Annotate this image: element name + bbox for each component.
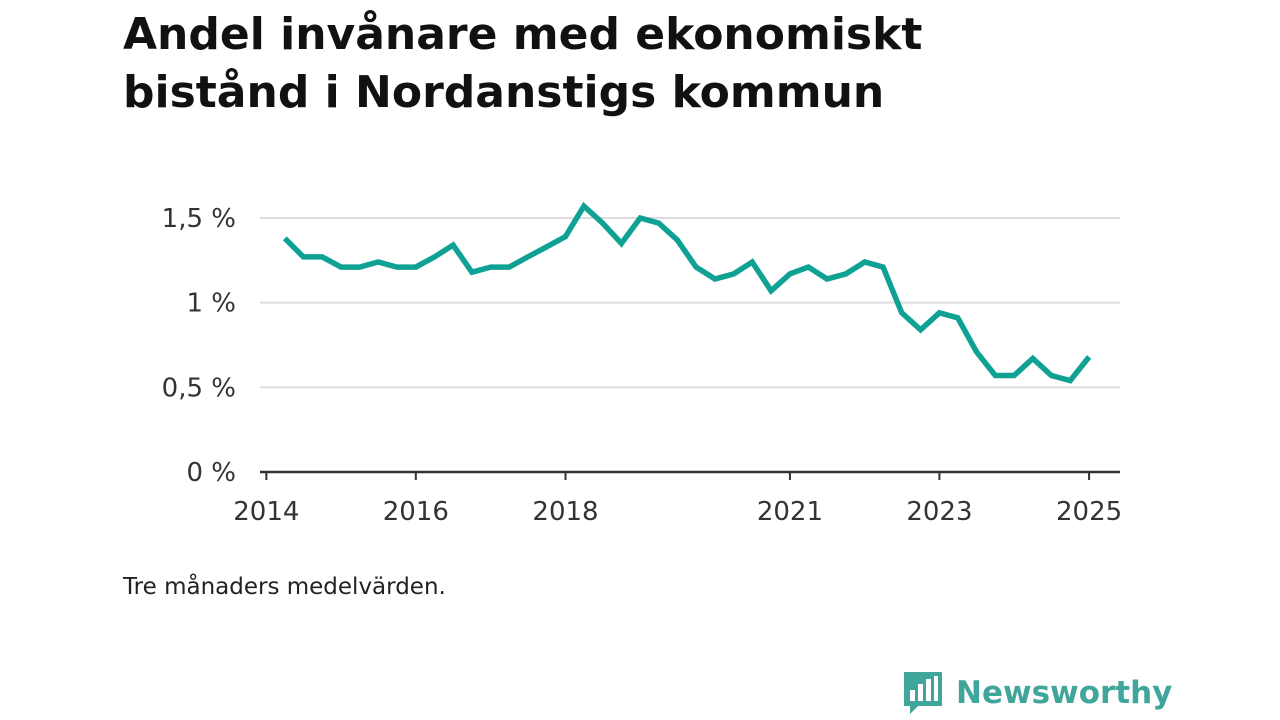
- series-line: [282, 201, 1092, 384]
- y-tick-label: 0,5 %: [162, 373, 236, 403]
- series-layer: [282, 201, 1092, 384]
- line-chart: 0 % 0,5 % 1 % 1,5 % 2014 2016 2018 2021 2023 202…: [162, 201, 1122, 527]
- x-tick-label: 2025: [1056, 497, 1122, 527]
- footnote: Tre månaders medelvärden.: [123, 574, 446, 600]
- x-tick-label: 2021: [757, 497, 823, 527]
- chart-title: Andel invånare med ekonomiskt bistånd i …: [123, 9, 923, 118]
- x-tick-label: 2014: [233, 497, 299, 527]
- x-tick-label: 2018: [532, 497, 598, 527]
- y-tick-label: 1,5 %: [162, 204, 236, 234]
- brand-name: Newsworthy: [956, 675, 1173, 711]
- y-tick-label: 1 %: [186, 289, 236, 319]
- gridlines: [260, 217, 1120, 389]
- bar-chart-speech-bubble-icon: [904, 672, 942, 714]
- brand-logo: Newsworthy: [902, 670, 1172, 716]
- x-axis: 2014 2016 2018 2021 2023 2025: [233, 470, 1122, 527]
- x-tick-label: 2016: [383, 497, 449, 527]
- x-tick-label: 2023: [906, 497, 972, 527]
- y-tick-label: 0 %: [186, 458, 236, 488]
- y-axis-labels: 0 % 0,5 % 1 % 1,5 %: [162, 204, 236, 488]
